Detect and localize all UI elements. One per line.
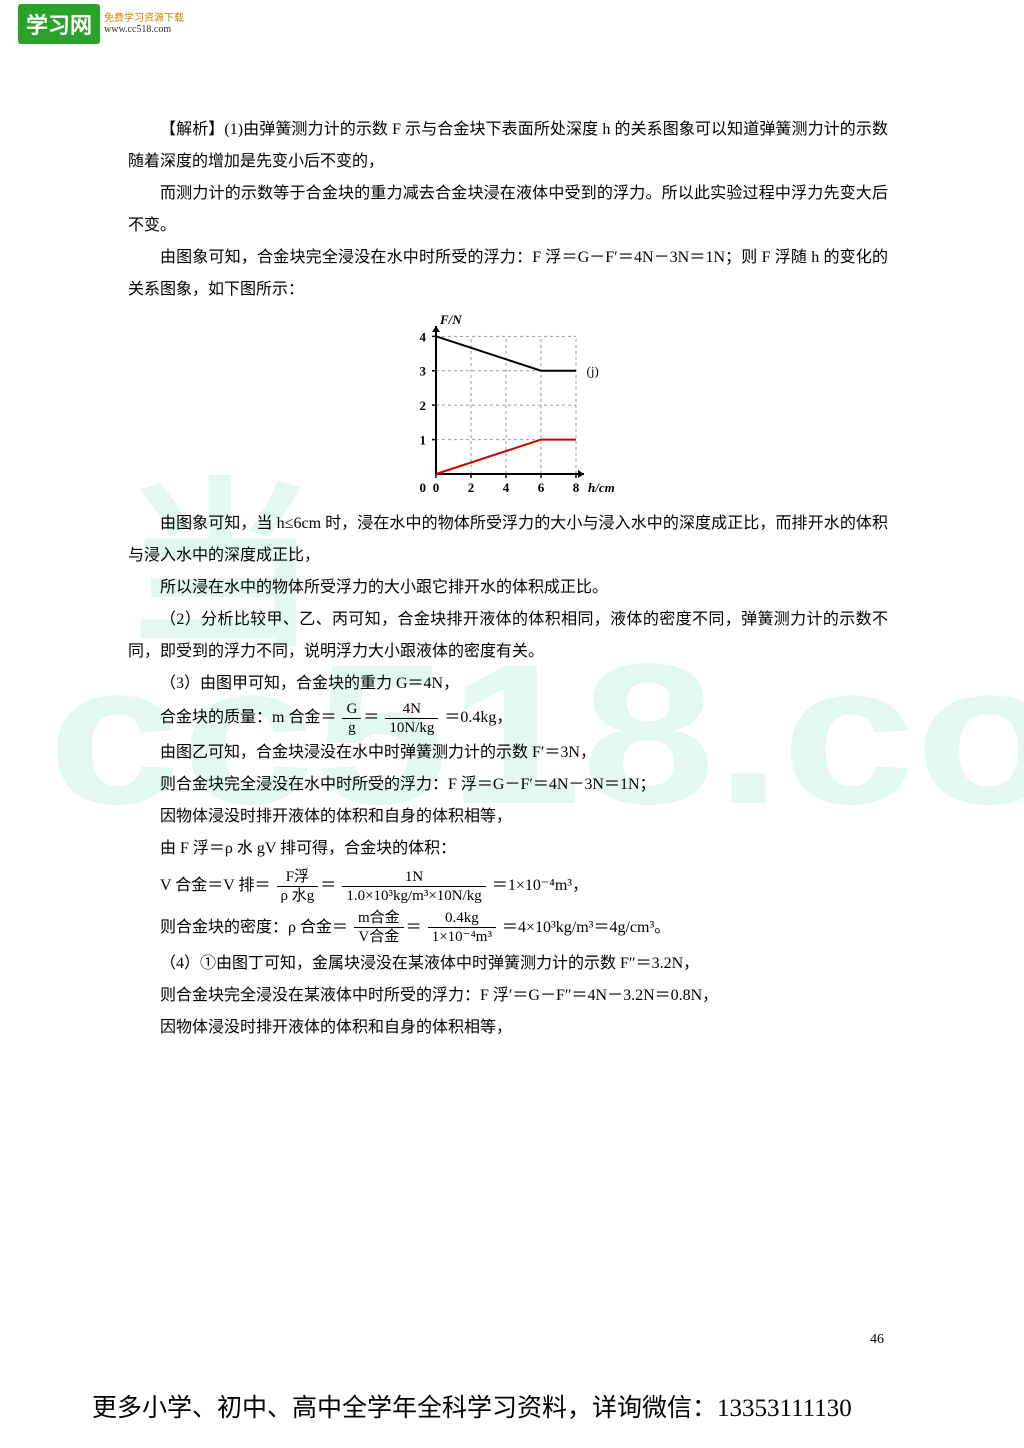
logo-subtitle: 免费学习资源下载 www.cc518.com: [104, 13, 184, 35]
p8-prefix: 合金块的质量：m 合金＝: [160, 709, 336, 726]
svg-text:2: 2: [420, 398, 427, 413]
fraction-2: 4N10N/kg: [383, 700, 440, 737]
p14-suffix: ＝4×10³kg/m³＝4g/cm³。: [502, 919, 670, 936]
f4-num: 1N: [342, 868, 486, 887]
fraction-5: m合金V合金: [352, 909, 406, 946]
para-10: 则合金块完全浸没在水中时所受的浮力：F 浮＝G－F′＝4N－3N＝1N；: [128, 769, 888, 801]
para-6: （2）分析比较甲、乙、丙可知，合金块排开液体的体积相同，液体的密度不同，弹簧测力…: [128, 604, 888, 668]
logo-text: 学习网: [18, 4, 100, 44]
para-5: 所以浸在水中的物体所受浮力的大小跟它排开水的体积成正比。: [128, 572, 888, 604]
footer-text: 更多小学、初中、高中全学年全科学习资料，详询微信：13353111130: [92, 1388, 852, 1424]
para-8: 合金块的质量：m 合金＝ Gg＝ 4N10N/kg ＝0.4kg，: [128, 700, 888, 737]
para-13: V 合金＝V 排＝ F浮ρ 水g＝ 1N1.0×10³kg/m³×10N/kg …: [128, 865, 888, 907]
logo-sub-2: www.cc518.com: [104, 24, 171, 35]
fraction-1: Gg: [340, 700, 363, 737]
para-2: 而测力计的示数等于合金块的重力减去合金块浸在液体中受到的浮力。所以此实验过程中浮…: [128, 178, 888, 242]
p13-suffix: ＝1×10⁻⁴m³，: [492, 877, 588, 894]
para-14: 则合金块的密度：ρ 合金＝ m合金V合金＝ 0.4kg1×10⁻⁴m³ ＝4×1…: [128, 907, 888, 949]
para-7: （3）由图甲可知，合金块的重力 G＝4N，: [128, 668, 888, 700]
logo-sub-1: 免费学习资源下载: [104, 13, 184, 24]
svg-text:0: 0: [420, 480, 427, 495]
f1-num: G: [342, 700, 361, 719]
svg-text:2: 2: [468, 480, 475, 495]
f5-den: V合金: [354, 928, 404, 946]
svg-text:4: 4: [420, 329, 427, 344]
site-logo: 学习网 免费学习资源下载 www.cc518.com: [18, 4, 184, 44]
f4-den: 1.0×10³kg/m³×10N/kg: [342, 887, 486, 905]
document-body: 【解析】(1)由弹簧测力计的示数 F 示与合金块下表面所处深度 h 的关系图象可…: [128, 114, 888, 1044]
para-1: 【解析】(1)由弹簧测力计的示数 F 示与合金块下表面所处深度 h 的关系图象可…: [128, 114, 888, 178]
fraction-4: 1N1.0×10³kg/m³×10N/kg: [340, 868, 488, 905]
para-15: （4）①由图丁可知，金属块浸没在某液体中时弹簧测力计的示数 F″＝3.2N，: [128, 948, 888, 980]
svg-text:3: 3: [420, 364, 427, 379]
f2-num: 4N: [385, 700, 438, 719]
page-number: 46: [870, 1332, 884, 1348]
p13-prefix: V 合金＝V 排＝: [160, 877, 271, 894]
fraction-6: 0.4kg1×10⁻⁴m³: [426, 909, 498, 946]
para-9: 由图乙可知，合金块浸没在水中时弹簧测力计的示数 F′＝3N，: [128, 737, 888, 769]
svg-text:(j): (j): [587, 364, 599, 379]
para-17: 因物体浸没时排开液体的体积和自身的体积相等，: [128, 1012, 888, 1044]
f3-num: F浮: [277, 868, 319, 887]
svg-text:F/N: F/N: [439, 312, 462, 327]
f3-den: ρ 水g: [277, 887, 319, 905]
svg-text:4: 4: [503, 480, 510, 495]
force-depth-chart: 0 2 4 6 8 1 2 3 4 0 F/N h/cm (j): [398, 312, 618, 502]
svg-text:8: 8: [573, 480, 580, 495]
p8-suffix: ＝0.4kg，: [444, 709, 512, 726]
f1-den: g: [342, 719, 361, 737]
p14-prefix: 则合金块的密度：ρ 合金＝: [160, 919, 348, 936]
para-11: 因物体浸没时排开液体的体积和自身的体积相等，: [128, 801, 888, 833]
f6-num: 0.4kg: [428, 909, 496, 928]
chart-container: 0 2 4 6 8 1 2 3 4 0 F/N h/cm (j): [128, 312, 888, 502]
f5-num: m合金: [354, 909, 404, 928]
svg-text:h/cm: h/cm: [588, 480, 615, 495]
para-16: 则合金块完全浸没在某液体中时所受的浮力：F 浮′＝G－F″＝4N－3.2N＝0.…: [128, 980, 888, 1012]
f2-den: 10N/kg: [385, 719, 438, 737]
f6-den: 1×10⁻⁴m³: [428, 928, 496, 946]
para-3: 由图象可知，合金块完全浸没在水中时所受的浮力：F 浮＝G－F′＝4N－3N＝1N…: [128, 242, 888, 306]
fraction-3: F浮ρ 水g: [275, 868, 321, 905]
para-12: 由 F 浮＝ρ 水 gV 排可得，合金块的体积：: [128, 833, 888, 865]
svg-text:6: 6: [538, 480, 545, 495]
svg-text:1: 1: [420, 433, 427, 448]
svg-text:0: 0: [433, 480, 440, 495]
para-4: 由图象可知，当 h≤6cm 时，浸在水中的物体所受浮力的大小与浸入水中的深度成正…: [128, 508, 888, 572]
